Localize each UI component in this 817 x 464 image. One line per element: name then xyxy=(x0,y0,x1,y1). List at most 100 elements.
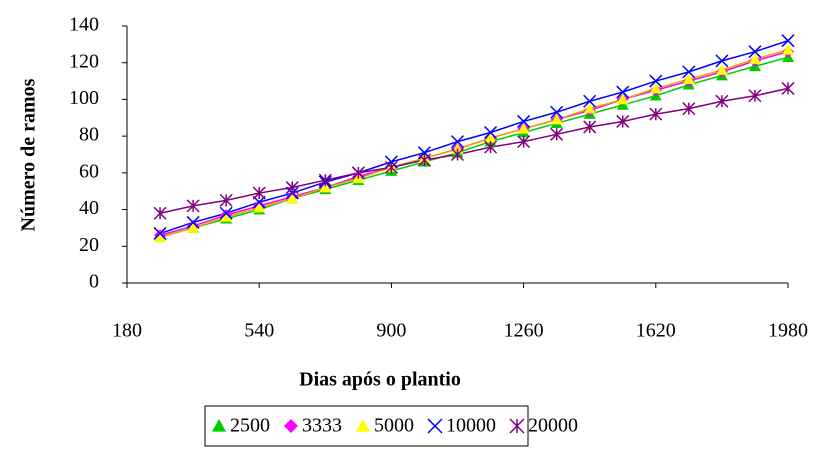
marker xyxy=(782,43,794,55)
marker xyxy=(748,45,762,59)
marker xyxy=(219,206,233,220)
marker-shape xyxy=(450,147,465,162)
marker xyxy=(186,199,200,213)
marker-shape xyxy=(748,89,762,103)
marker-shape xyxy=(649,82,662,94)
marker-shape xyxy=(427,418,443,434)
marker-shape xyxy=(715,54,729,68)
marker-shape xyxy=(583,102,596,114)
marker xyxy=(384,160,398,174)
marker-shape xyxy=(356,419,370,432)
marker xyxy=(252,186,266,200)
marker xyxy=(450,147,465,162)
y-tick-label: 20 xyxy=(79,234,99,256)
x-tick-label: 540 xyxy=(244,320,274,342)
series-line xyxy=(159,87,789,214)
marker xyxy=(550,127,564,141)
marker-shape xyxy=(253,201,266,213)
marker-shape xyxy=(153,226,167,240)
marker xyxy=(154,231,167,242)
marker-shape xyxy=(319,181,332,193)
marker-shape xyxy=(583,120,597,134)
marker xyxy=(616,93,629,105)
marker xyxy=(484,131,497,143)
y-tick-label: 120 xyxy=(69,50,99,72)
marker-shape xyxy=(715,94,729,108)
legend-box xyxy=(204,405,529,447)
y-tick-label: 140 xyxy=(69,14,99,36)
legend-label: 10000 xyxy=(446,415,496,437)
marker xyxy=(682,73,695,85)
marker xyxy=(318,173,332,187)
marker xyxy=(583,94,597,108)
marker-shape xyxy=(550,105,564,119)
marker xyxy=(484,125,498,140)
marker xyxy=(319,181,332,193)
marker xyxy=(220,210,233,222)
marker-shape xyxy=(252,186,266,200)
marker xyxy=(484,140,498,154)
marker xyxy=(356,419,370,432)
marker-shape xyxy=(517,135,531,149)
marker xyxy=(417,153,431,167)
marker xyxy=(427,418,443,434)
marker-shape xyxy=(484,131,497,143)
marker xyxy=(715,64,728,75)
marker xyxy=(153,206,167,220)
marker-shape xyxy=(583,94,597,108)
series-line xyxy=(159,56,789,238)
marker xyxy=(616,85,630,99)
y-tick-label: 40 xyxy=(79,197,99,219)
marker-shape xyxy=(781,81,795,95)
marker-shape xyxy=(550,127,564,141)
marker-shape xyxy=(252,195,266,209)
marker-shape xyxy=(187,221,200,233)
marker xyxy=(748,89,762,103)
marker xyxy=(509,418,525,434)
marker xyxy=(450,135,465,149)
marker xyxy=(284,419,298,433)
marker xyxy=(781,81,795,95)
marker-shape xyxy=(781,34,795,48)
marker-shape xyxy=(616,85,630,99)
marker xyxy=(649,82,662,94)
marker xyxy=(252,195,266,209)
marker xyxy=(550,105,564,119)
marker-shape xyxy=(286,192,299,204)
marker xyxy=(219,193,233,207)
marker-shape xyxy=(748,45,762,59)
y-tick-label: 0 xyxy=(89,271,99,293)
marker-shape xyxy=(220,210,233,222)
marker xyxy=(253,201,266,213)
x-tick-label: 180 xyxy=(112,320,142,342)
series-line xyxy=(159,39,789,235)
marker-shape xyxy=(417,153,431,167)
marker-shape xyxy=(153,206,167,220)
marker-shape xyxy=(285,181,299,195)
marker xyxy=(187,221,200,233)
legend-label: 3333 xyxy=(302,415,342,437)
marker xyxy=(286,192,299,204)
marker-shape xyxy=(649,107,663,121)
marker-shape xyxy=(550,113,563,125)
marker-shape xyxy=(384,160,398,174)
marker xyxy=(616,114,630,128)
marker-shape xyxy=(154,231,167,242)
marker-shape xyxy=(484,140,498,154)
marker-shape xyxy=(517,122,530,134)
marker xyxy=(583,120,597,134)
marker-shape xyxy=(509,418,525,434)
marker-shape xyxy=(219,206,233,220)
legend-label: 5000 xyxy=(374,415,414,437)
marker xyxy=(649,107,663,121)
marker xyxy=(649,74,663,88)
marker xyxy=(153,226,167,240)
x-axis-label: Dias após o plantio xyxy=(299,369,461,391)
y-tick-label: 80 xyxy=(79,124,99,146)
marker-shape xyxy=(616,114,630,128)
marker xyxy=(748,53,761,64)
marker xyxy=(285,181,299,195)
marker-shape xyxy=(351,166,365,180)
marker-shape xyxy=(517,114,531,128)
